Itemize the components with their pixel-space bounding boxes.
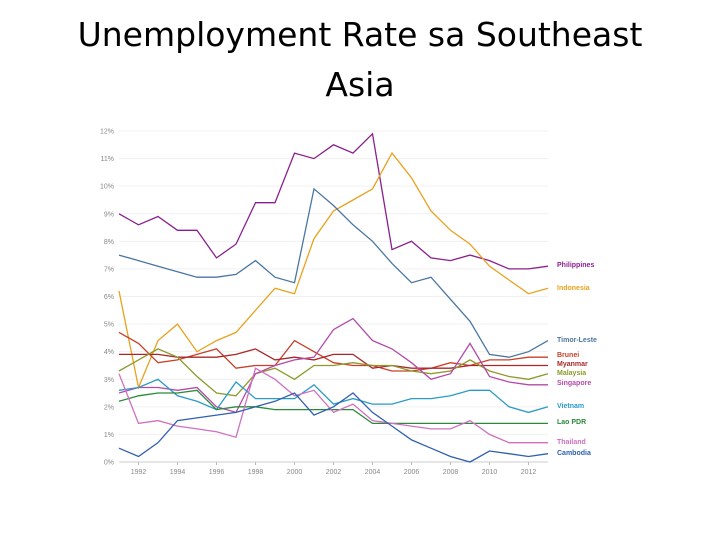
y-tick-label: 0% xyxy=(104,460,114,467)
y-tick-label: 1% xyxy=(104,432,114,439)
y-tick-label: 4% xyxy=(104,349,114,356)
series-line xyxy=(118,389,548,425)
x-tick-label: 2000 xyxy=(287,469,303,476)
y-tick-label: 10% xyxy=(100,184,114,191)
y-tick-label: 3% xyxy=(104,377,114,384)
series-line xyxy=(119,348,548,369)
legend-label: Malaysia xyxy=(557,370,586,377)
legend-label: Brunei xyxy=(557,352,579,359)
series-line xyxy=(118,392,549,463)
x-tick-label: 1998 xyxy=(248,469,264,476)
x-tick-label: 1992 xyxy=(131,469,147,476)
series-line xyxy=(118,151,549,390)
chart-title: Unemployment Rate sa Southeast xyxy=(78,15,643,54)
legend-label: Thailand xyxy=(557,439,586,446)
x-tick-label: 2004 xyxy=(365,469,381,476)
x-tick-label: 2006 xyxy=(404,469,420,476)
x-tick-label: 2008 xyxy=(443,469,459,476)
series-line xyxy=(118,367,548,444)
x-tick-label: 1994 xyxy=(170,469,186,476)
legend-label: Cambodia xyxy=(557,450,591,457)
y-tick-label: 12% xyxy=(100,129,114,136)
y-tick-label: 9% xyxy=(104,211,114,218)
x-tick-label: 1996 xyxy=(209,469,225,476)
x-tick-label: 2002 xyxy=(326,469,342,476)
legend-label: Vietnam xyxy=(557,403,584,410)
y-tick-label: 8% xyxy=(104,239,114,246)
y-tick-label: 5% xyxy=(104,322,114,329)
y-tick-label: 7% xyxy=(104,266,114,273)
series-line xyxy=(118,317,548,414)
series-line xyxy=(118,132,549,270)
legend-label: Singapore xyxy=(557,380,591,387)
legend-label: Myanmar xyxy=(557,361,588,368)
y-tick-label: 11% xyxy=(101,156,115,163)
legend-label: Lao PDR xyxy=(557,419,586,426)
legend-label: Indonesia xyxy=(557,285,590,292)
legend-label: Timor-Leste xyxy=(557,337,597,344)
y-tick-label: 6% xyxy=(104,294,114,301)
x-tick-label: 2010 xyxy=(482,469,498,476)
series-line xyxy=(118,187,549,358)
x-tick-label: 2012 xyxy=(521,469,537,476)
y-tick-label: 2% xyxy=(104,404,114,411)
legend-label: Philippines xyxy=(557,262,594,269)
series-line xyxy=(118,378,549,414)
series-line xyxy=(118,348,549,397)
chart-title: Asia xyxy=(325,65,394,104)
